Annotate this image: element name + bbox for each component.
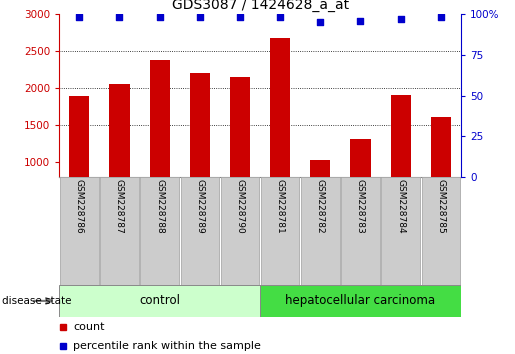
Point <box>276 15 284 20</box>
Text: control: control <box>139 295 180 307</box>
Point <box>397 16 405 22</box>
Text: hepatocellular carcinoma: hepatocellular carcinoma <box>285 295 436 307</box>
Bar <box>390 95 410 177</box>
Bar <box>149 60 169 177</box>
Bar <box>301 177 339 285</box>
Text: GSM228781: GSM228781 <box>276 179 285 234</box>
Text: disease state: disease state <box>2 296 71 306</box>
Bar <box>261 177 299 285</box>
Text: GSM228787: GSM228787 <box>115 179 124 234</box>
Point <box>115 15 124 20</box>
Bar <box>221 177 259 285</box>
Text: GSM228790: GSM228790 <box>235 179 245 234</box>
Point <box>196 15 204 20</box>
Title: GDS3087 / 1424628_a_at: GDS3087 / 1424628_a_at <box>171 0 349 12</box>
Text: GSM228789: GSM228789 <box>195 179 204 234</box>
Text: GSM228788: GSM228788 <box>155 179 164 234</box>
Bar <box>431 117 451 177</box>
Point <box>236 15 244 20</box>
Bar <box>141 177 179 285</box>
Bar <box>422 177 460 285</box>
Text: GSM228784: GSM228784 <box>396 179 405 234</box>
Bar <box>382 177 420 285</box>
Bar <box>60 177 98 285</box>
Bar <box>59 285 260 317</box>
Text: GSM228785: GSM228785 <box>436 179 445 234</box>
Text: GSM228782: GSM228782 <box>316 179 325 234</box>
Point <box>75 15 83 20</box>
Text: percentile rank within the sample: percentile rank within the sample <box>73 341 261 350</box>
Text: count: count <box>73 322 105 332</box>
Point <box>356 18 365 23</box>
Text: GSM228786: GSM228786 <box>75 179 84 234</box>
Bar <box>350 138 370 177</box>
Bar <box>270 38 290 177</box>
Bar <box>341 177 380 285</box>
Bar <box>181 177 219 285</box>
Bar <box>310 160 330 177</box>
Bar <box>69 96 89 177</box>
Bar <box>230 77 250 177</box>
Point <box>316 19 324 25</box>
Text: GSM228783: GSM228783 <box>356 179 365 234</box>
Point <box>437 15 445 20</box>
Bar <box>260 285 461 317</box>
Bar <box>100 177 139 285</box>
Point <box>156 15 164 20</box>
Bar <box>109 84 129 177</box>
Bar <box>190 73 210 177</box>
